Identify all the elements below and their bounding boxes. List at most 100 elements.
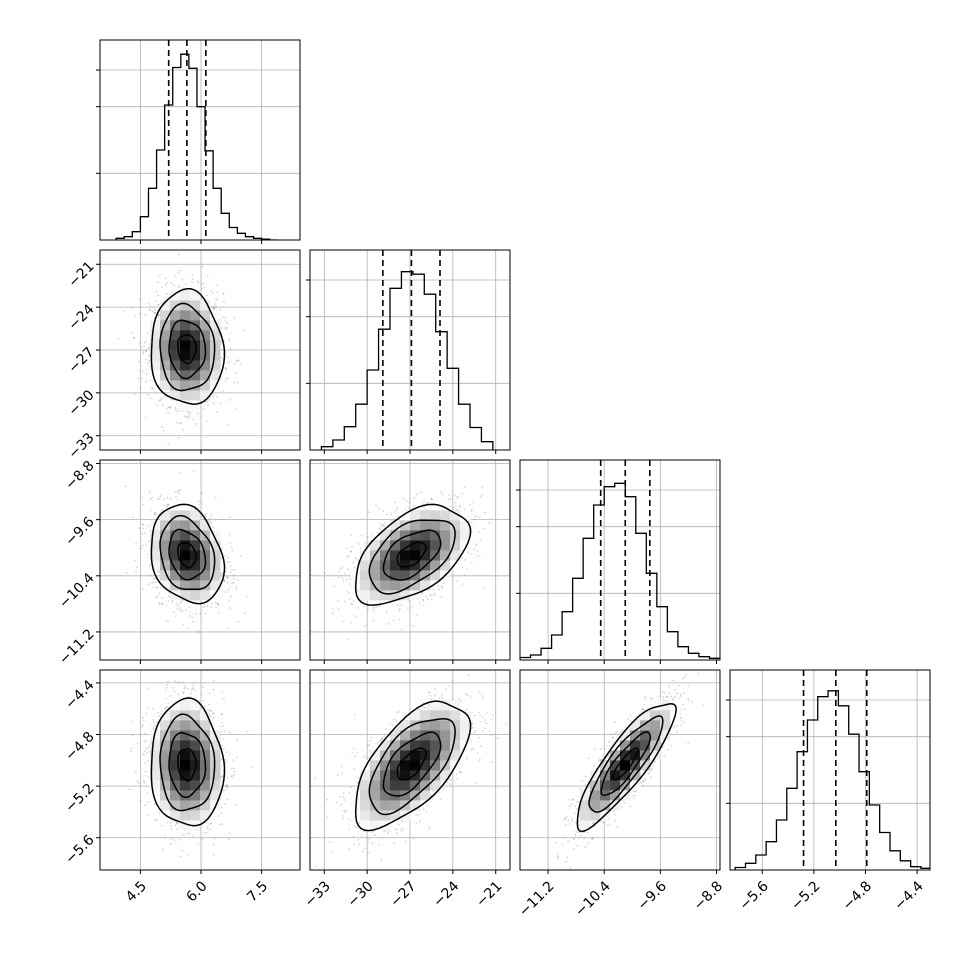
scatter-point bbox=[213, 307, 216, 309]
histogram-step-line bbox=[320, 271, 494, 450]
scatter-point bbox=[161, 404, 164, 407]
scatter-point bbox=[246, 730, 248, 733]
scatter-point bbox=[206, 605, 209, 608]
scatter-point bbox=[147, 346, 150, 349]
density-bin bbox=[180, 760, 191, 771]
scatter-point bbox=[576, 844, 579, 847]
density-bin bbox=[160, 580, 171, 591]
scatter-point bbox=[202, 408, 205, 410]
scatter-point bbox=[600, 820, 603, 823]
scatter-point bbox=[460, 700, 463, 703]
scatter-point bbox=[157, 711, 160, 714]
density-bin bbox=[170, 500, 181, 511]
scatter-point bbox=[228, 731, 231, 734]
scatter-point bbox=[479, 495, 482, 498]
density-bin bbox=[190, 510, 201, 521]
scatter-point bbox=[152, 719, 155, 721]
scatter-point bbox=[206, 827, 209, 830]
scatter-point bbox=[224, 591, 227, 593]
density-bin bbox=[410, 510, 421, 521]
scatter-point bbox=[151, 387, 154, 390]
scatter-point bbox=[213, 303, 216, 305]
scatter-point bbox=[336, 774, 339, 777]
density-bin bbox=[180, 310, 191, 321]
scatter-point bbox=[363, 847, 366, 850]
scatter-point bbox=[405, 500, 408, 502]
contour-level-0 bbox=[612, 747, 639, 781]
scatter-point bbox=[643, 779, 646, 782]
density-bin bbox=[190, 530, 201, 541]
scatter-point bbox=[228, 360, 231, 363]
scatter-point bbox=[206, 275, 209, 277]
scatter-point bbox=[175, 602, 178, 605]
scatter-point bbox=[145, 340, 147, 343]
scatter-point bbox=[474, 544, 477, 547]
density-bin bbox=[160, 800, 171, 811]
scatter-point bbox=[197, 412, 199, 415]
scatter-point bbox=[231, 581, 234, 584]
x-tick-label: −27 bbox=[387, 878, 419, 910]
scatter-point bbox=[370, 831, 373, 833]
scatter-point bbox=[578, 831, 580, 834]
scatter-point bbox=[149, 582, 152, 585]
panel-background bbox=[730, 670, 930, 870]
scatter-point bbox=[392, 619, 395, 622]
density-bin bbox=[180, 560, 191, 571]
scatter-point bbox=[135, 542, 138, 545]
density-bin bbox=[180, 290, 191, 301]
scatter-point bbox=[155, 392, 158, 395]
scatter-point bbox=[438, 588, 440, 591]
density-bin bbox=[380, 800, 391, 811]
scatter-point bbox=[194, 689, 196, 692]
scatter-point bbox=[362, 850, 364, 853]
scatter-point bbox=[676, 731, 678, 734]
density-bin bbox=[160, 360, 171, 371]
scatter-point bbox=[408, 507, 410, 509]
scatter-point bbox=[460, 771, 462, 774]
scatter-point bbox=[181, 833, 184, 836]
scatter-point bbox=[229, 399, 232, 401]
density-bin bbox=[380, 550, 391, 561]
scatter-point bbox=[191, 281, 193, 284]
density-bin bbox=[150, 770, 161, 781]
density-bin bbox=[400, 520, 411, 531]
scatter-point bbox=[214, 837, 217, 839]
density-bin bbox=[190, 290, 201, 301]
scatter-point bbox=[381, 525, 384, 527]
density-bin bbox=[450, 740, 461, 751]
scatter-point bbox=[393, 842, 395, 845]
density-bin bbox=[160, 790, 171, 801]
density-bin bbox=[410, 580, 421, 591]
scatter-point bbox=[386, 513, 389, 516]
density-bin bbox=[390, 740, 401, 751]
density-bin bbox=[410, 540, 421, 551]
scatter-point bbox=[197, 630, 200, 632]
density-bin bbox=[180, 380, 191, 391]
scatter-point bbox=[363, 830, 366, 833]
scatter-point bbox=[354, 557, 357, 560]
scatter-point bbox=[649, 697, 652, 699]
scatter-point bbox=[220, 356, 223, 359]
scatter-point bbox=[415, 822, 418, 825]
density-bin bbox=[390, 570, 401, 581]
scatter-point bbox=[572, 798, 574, 801]
scatter-point bbox=[212, 712, 215, 715]
density-bin bbox=[620, 770, 631, 781]
scatter-point bbox=[340, 765, 343, 768]
scatter-point bbox=[371, 842, 374, 845]
density-bin bbox=[460, 540, 471, 551]
density-bin bbox=[580, 800, 591, 811]
scatter-point bbox=[209, 822, 212, 825]
scatter-point bbox=[155, 404, 158, 407]
scatter-point bbox=[352, 600, 355, 603]
scatter-point bbox=[233, 381, 236, 384]
scatter-point bbox=[401, 820, 404, 823]
scatter-point bbox=[178, 838, 181, 841]
scatter-point bbox=[391, 724, 394, 726]
scatter-point bbox=[164, 707, 166, 710]
density-bin bbox=[410, 790, 421, 801]
scatter-point bbox=[402, 497, 405, 500]
scatter-point bbox=[205, 512, 208, 515]
scatter-point bbox=[378, 740, 381, 743]
density-bin bbox=[210, 740, 221, 751]
